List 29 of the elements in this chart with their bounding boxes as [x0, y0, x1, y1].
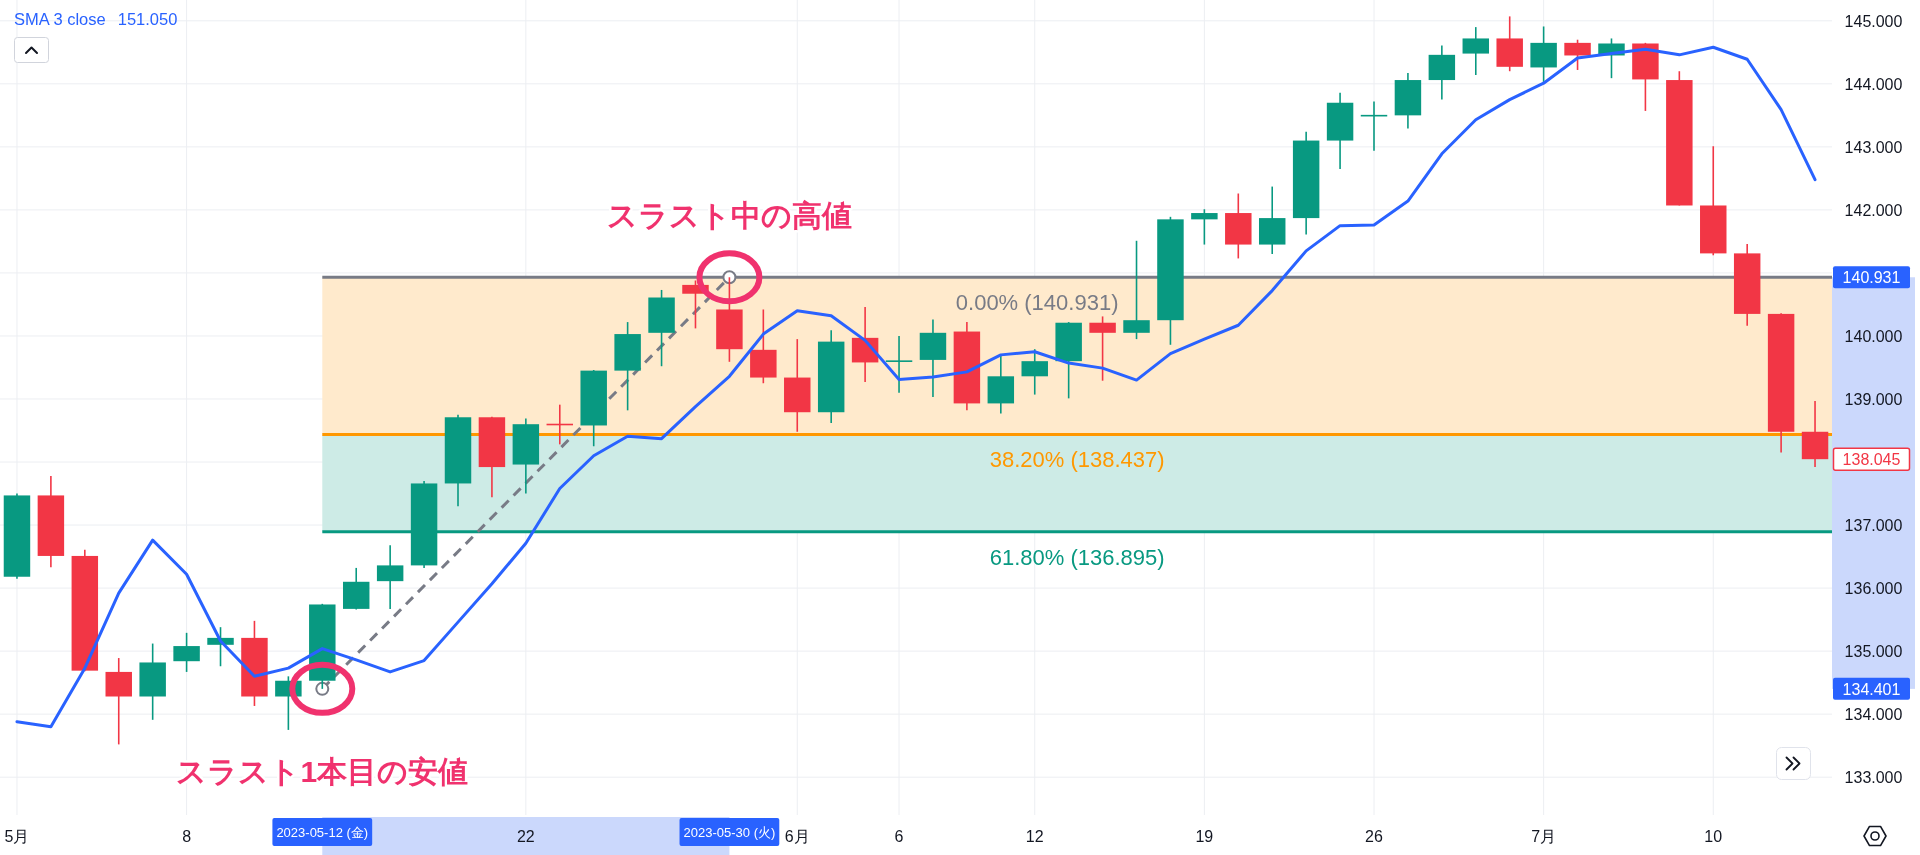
y-tick-label: 142.000 [1844, 201, 1903, 219]
y-tick-label: 140.000 [1844, 327, 1903, 345]
x-tick-label: 2023-05-12 (金) [276, 825, 369, 840]
y-tick-label: 144.000 [1844, 75, 1903, 93]
annotation: スラスト1本目の安値 [176, 754, 469, 788]
y-tick-label: 135.000 [1844, 642, 1903, 660]
x-tick-label: 6月 [784, 828, 810, 845]
x-tick-label: 8 [182, 828, 192, 845]
x-tick-label: 12 [1025, 828, 1044, 845]
y-tick-label: 143.000 [1844, 138, 1903, 156]
x-tick-label: 2023-05-30 (火) [683, 825, 776, 840]
x-tick-label: 10 [1704, 828, 1723, 845]
y-tick-label: 134.000 [1844, 705, 1903, 723]
y-tick-label: 133.000 [1844, 768, 1903, 786]
y-tick-label: 140.931 [1842, 269, 1901, 287]
annotation: スラスト中の高値 [606, 199, 852, 233]
x-tick-label: 26 [1365, 828, 1383, 845]
y-tick-label: 145.000 [1844, 12, 1903, 30]
y-tick-label: 139.000 [1844, 390, 1903, 408]
x-tick-label: 5月 [4, 828, 30, 845]
x-tick-label: 22 [516, 828, 535, 845]
y-tick-label: 134.401 [1842, 680, 1901, 698]
x-tick-label: 19 [1195, 828, 1214, 845]
y-tick-label: 138.045 [1842, 450, 1901, 468]
y-tick-label: 137.000 [1844, 516, 1903, 534]
legend: SMA 3 close 151.050 [14, 10, 178, 28]
y-tick-label: 136.000 [1844, 579, 1903, 597]
x-tick-label: 6 [894, 828, 904, 845]
x-tick-label: 7月 [1531, 828, 1557, 845]
